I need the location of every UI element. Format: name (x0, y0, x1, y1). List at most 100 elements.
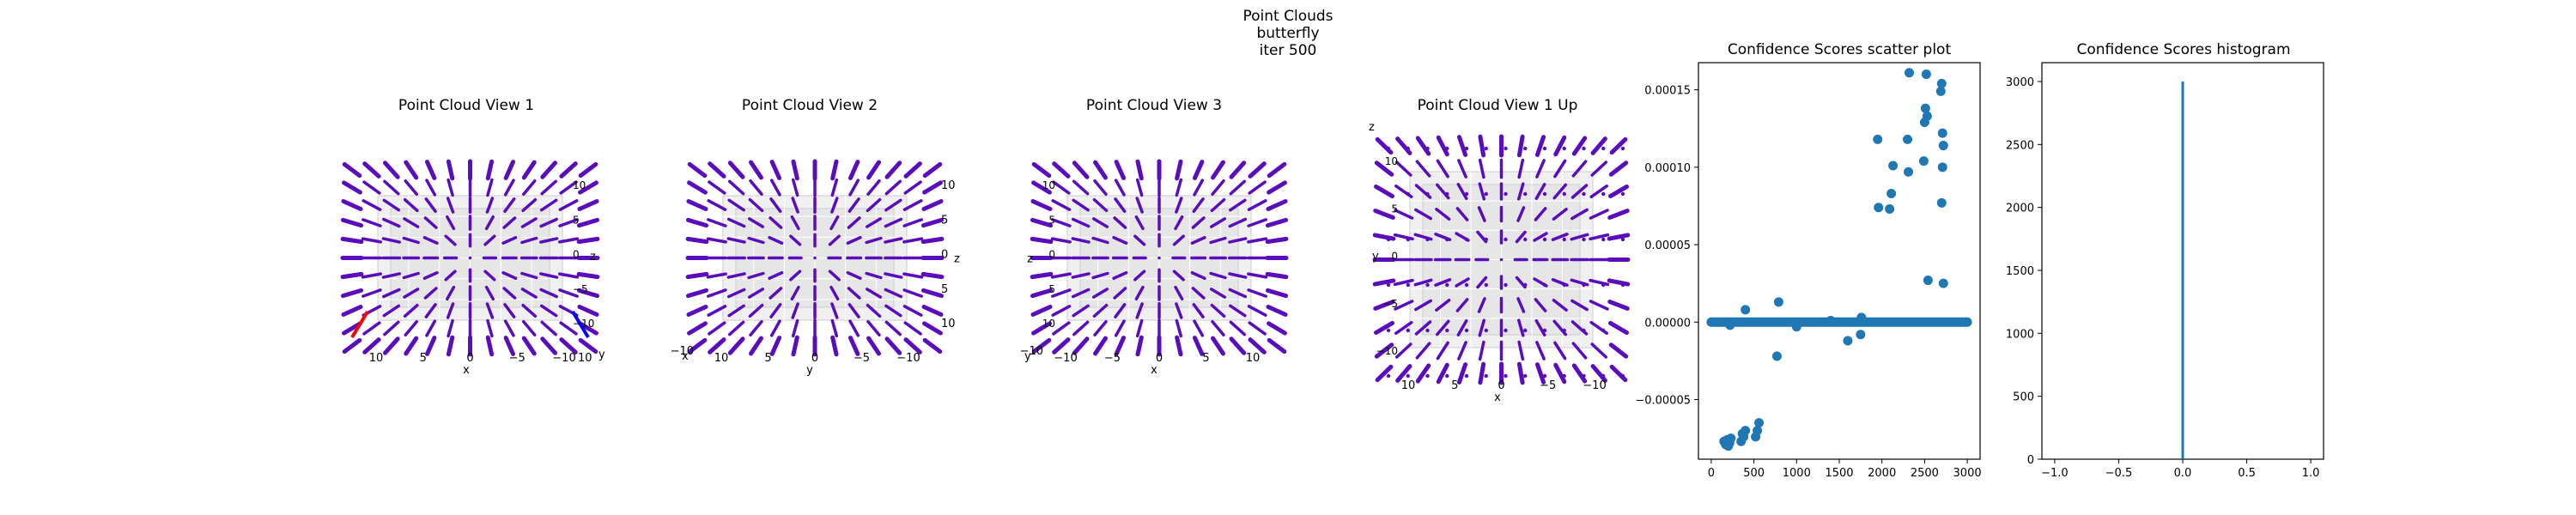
cloud-point-dash (726, 288, 746, 299)
point-cloud-view-3-title: Point Cloud View 3 (1086, 97, 1222, 114)
cloud-point-dash (1114, 319, 1126, 337)
cloud-point-dash (848, 336, 860, 356)
cloud-point-dash (446, 159, 455, 181)
cloud-point-dash (404, 160, 419, 180)
cloud-point (1582, 146, 1586, 151)
scatter-point (1753, 426, 1763, 436)
cloud-xlabel: y (806, 364, 813, 377)
cloud-point-dash (903, 321, 922, 336)
cloud-point (1425, 146, 1430, 151)
cloud-x-tick-label: 5 (1451, 379, 1458, 392)
cloud-point-dash (576, 236, 600, 245)
cloud-point (1504, 328, 1508, 333)
cloud-point-dash (1031, 161, 1052, 179)
cloud-point-dash (1052, 321, 1071, 336)
cloud-point (1484, 282, 1488, 288)
cloud-point-dash (559, 337, 578, 354)
cloud-point-dash (383, 320, 400, 336)
cloud-point-dash (687, 180, 708, 195)
cloud-point (1425, 237, 1430, 242)
cloud-point-dash (361, 288, 382, 298)
cloud-point (1620, 146, 1625, 151)
cloud-point-dash (748, 303, 764, 318)
cloud-point-dash (422, 236, 439, 245)
cloud-point-dash (539, 288, 558, 299)
cloud-point-dash (361, 218, 382, 227)
cloud-point-dash (362, 180, 381, 195)
cloud-point-dash (340, 288, 364, 299)
cloud-point-dash (1571, 184, 1589, 199)
cloud-point (1406, 373, 1410, 379)
cloud-point-dash (1265, 217, 1289, 228)
cloud-point (1386, 282, 1391, 288)
cloud-point-dash (769, 303, 782, 318)
scatter-point (1903, 134, 1913, 144)
cloud-point-dash (1031, 321, 1052, 336)
cloud-point-dash (446, 302, 455, 319)
cloud-point (1601, 282, 1606, 288)
cloud-point-dash (425, 179, 437, 197)
cloud-x-tick-label: 0 (466, 352, 473, 365)
cloud-point-dash (1478, 340, 1485, 361)
cloud-point-dash (1571, 160, 1588, 178)
cloud-point-dash (1395, 136, 1413, 155)
cloud-point-dash (708, 180, 726, 195)
cloud-point-dash (1609, 136, 1628, 155)
cloud-point (1406, 191, 1410, 197)
cloud-point-dash (1516, 361, 1525, 385)
scatter-point (1937, 128, 1947, 138)
cloud-point-dash (828, 234, 841, 246)
cloud-point-dash (1172, 234, 1185, 246)
cloud-point (1445, 373, 1449, 379)
cloud-point-dash (1375, 136, 1394, 155)
cloud-point-dash (540, 320, 557, 336)
cloud-point-dash (503, 319, 515, 337)
cloud-point-dash (1211, 336, 1225, 356)
cloud-point-dash (1174, 215, 1184, 231)
cloud-point-dash (1209, 288, 1227, 299)
cloud-point (1484, 146, 1488, 151)
cloud-point-dash (1394, 342, 1413, 359)
cloud-point (1464, 282, 1469, 288)
cloud-xlabel: x (1494, 391, 1501, 404)
cloud-point-dash (884, 272, 903, 279)
cloud-point (1504, 237, 1508, 242)
cloud-point-dash (1228, 272, 1248, 279)
scatter-point (1938, 278, 1948, 288)
cloud-point-dash (1415, 160, 1431, 178)
point-cloud-view-1-up-title: Point Cloud View 1 Up (1418, 97, 1578, 114)
cloud-point-dash (884, 179, 902, 196)
scatter-x-tick-label: 3000 (1953, 467, 1982, 480)
cloud-point-dash (830, 178, 839, 197)
scatter-point (1754, 418, 1765, 428)
figure-suptitle-line-3: iter 500 (1259, 42, 1317, 59)
cloud-point-dash (1091, 236, 1109, 245)
cloud-point-dash (485, 335, 495, 357)
cloud-point-dash (383, 336, 400, 355)
cloud-point-dash (1517, 158, 1525, 179)
cloud-point (1445, 191, 1449, 197)
cloud-point-dash (768, 271, 784, 280)
cloud-point-dash (1571, 363, 1588, 384)
cloud-point-dash (1052, 180, 1071, 195)
cloud-point-dash (361, 237, 382, 244)
cloud-point-dash (1478, 361, 1486, 385)
cloud-point (1542, 373, 1547, 379)
cloud-point-dash (402, 271, 420, 280)
cloud-point-dash (1457, 341, 1467, 360)
cloud-side-tick-label: 10 (573, 179, 586, 191)
histogram-bar (2181, 82, 2184, 459)
cloud-point-dash (1209, 271, 1227, 280)
cloud-point-dash (1534, 318, 1546, 337)
cloud-point-dash (576, 217, 600, 228)
cloud-point-dash (483, 234, 496, 246)
confidence-scatter-plot: Confidence Scores scatter plot 0 500 1000 1… (1635, 41, 1981, 480)
scatter-point (1726, 433, 1736, 444)
cloud-point-dash (1456, 135, 1468, 157)
cloud-point-dash (1229, 198, 1247, 212)
cloud-point-dash (789, 234, 802, 246)
cloud-point-dash (1175, 159, 1183, 181)
scatter-point (1922, 111, 1932, 121)
cloud-y-tick-label: 10 (578, 352, 592, 365)
cloud-point-dash (791, 159, 799, 181)
